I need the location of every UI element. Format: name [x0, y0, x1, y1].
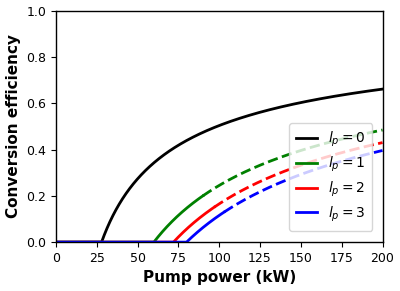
X-axis label: Pump power (kW): Pump power (kW)	[142, 270, 296, 285]
Y-axis label: Conversion efficiency: Conversion efficiency	[6, 34, 20, 218]
Legend: $\mathit{l}_p = 0$, $\mathit{l}_p = 1$, $\mathit{l}_p = 2$, $\mathit{l}_p = 3$: $\mathit{l}_p = 0$, $\mathit{l}_p = 1$, …	[289, 123, 372, 230]
